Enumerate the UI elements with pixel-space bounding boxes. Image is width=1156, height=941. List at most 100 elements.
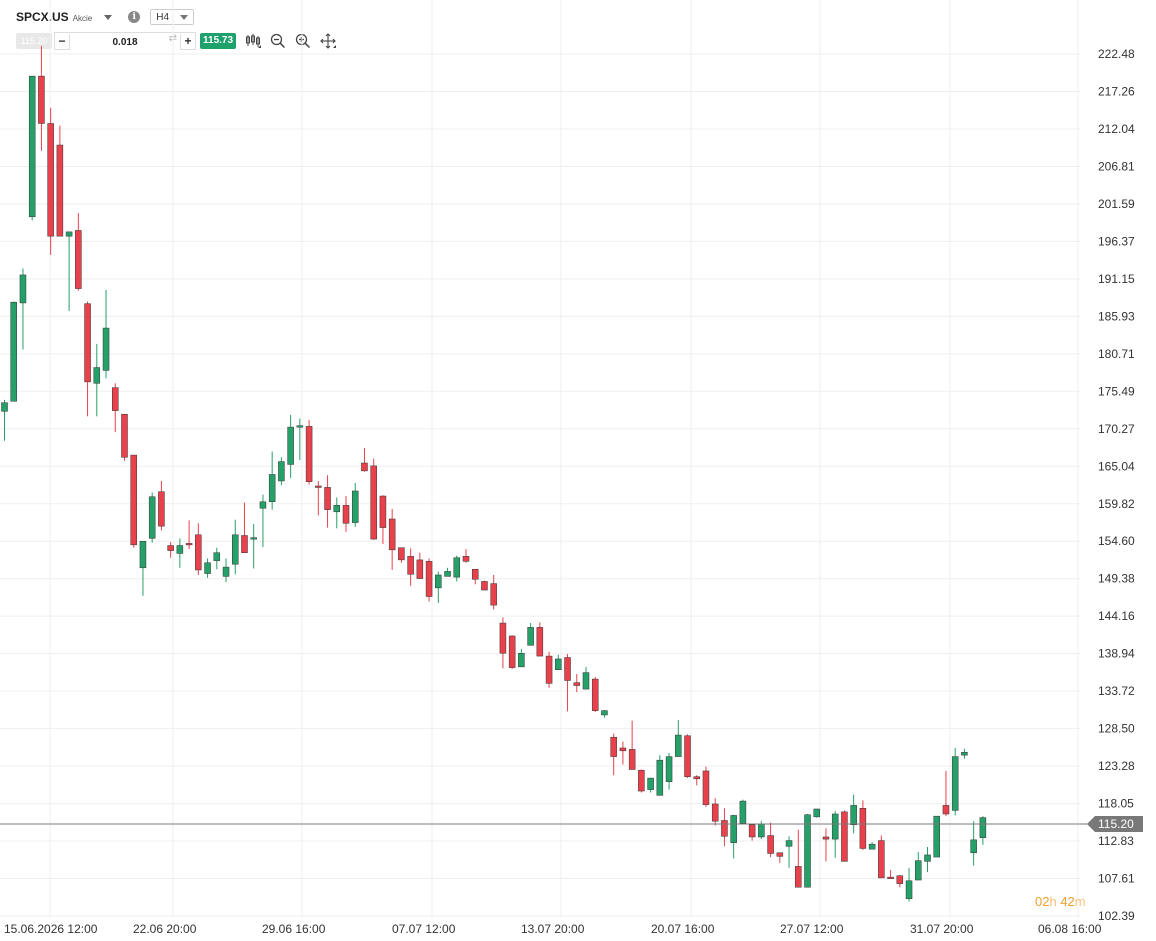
buy-price-button[interactable]: 115.73: [200, 33, 237, 49]
price-tick-label: 118.05: [1098, 797, 1134, 811]
candle-body: [887, 876, 894, 879]
candle-body: [721, 820, 728, 837]
candle-body: [545, 655, 553, 684]
symbol-dropdown-chevron-down-icon[interactable]: [104, 14, 113, 20]
candle: [471, 568, 479, 585]
candle-body: [361, 462, 368, 472]
price-tick-label: 196.37: [1098, 234, 1135, 248]
candle-body: [1, 402, 8, 412]
candle: [564, 653, 571, 712]
candle-body: [195, 534, 202, 571]
candle: [370, 458, 377, 540]
candle: [93, 343, 101, 417]
sell-price-button[interactable]: 115.20: [16, 33, 52, 49]
candle: [112, 383, 119, 433]
candle: [222, 558, 230, 583]
candle-body: [158, 491, 165, 527]
candle-body: [28, 75, 36, 218]
candle: [75, 213, 82, 291]
volume-input[interactable]: [69, 34, 181, 51]
volume-increase-button[interactable]: +: [184, 34, 192, 48]
candle: [656, 755, 664, 796]
candle: [545, 651, 553, 688]
candle: [748, 824, 756, 841]
candle: [259, 494, 267, 547]
candle-body: [407, 556, 414, 575]
candles-type-icon[interactable]: [245, 33, 262, 49]
candle: [315, 480, 322, 516]
candle-body: [518, 652, 525, 668]
candle-body: [684, 735, 691, 777]
candle: [638, 769, 645, 793]
candle: [379, 495, 387, 545]
candle-body: [10, 301, 17, 402]
candle-body: [490, 583, 497, 606]
candle: [841, 810, 848, 862]
candle-body: [915, 860, 922, 881]
candle-body: [822, 836, 830, 840]
candle: [121, 413, 128, 461]
candle: [19, 268, 27, 350]
price-tick-label: 149.38: [1098, 572, 1135, 586]
candle-body: [730, 815, 737, 843]
crosshair-move-icon[interactable]: [320, 33, 337, 49]
volume-decrease-button[interactable]: −: [58, 34, 66, 48]
candle-body: [250, 537, 257, 540]
price-tick-label: 170.27: [1098, 422, 1135, 436]
symbol-name[interactable]: SPCX.US: [16, 10, 69, 24]
time-axis[interactable]: 15.06.2026 12:00 22.06 20:00 29.06 16:00 07…: [4, 922, 1102, 936]
candle-body: [785, 840, 793, 847]
candle: [213, 547, 221, 570]
candle-body: [711, 803, 719, 822]
candle-body: [675, 734, 682, 757]
candle: [158, 480, 165, 531]
timeframe-select[interactable]: H4: [150, 9, 195, 25]
candle: [684, 734, 691, 779]
candle: [333, 497, 341, 529]
candle: [628, 720, 636, 770]
candle-body: [638, 769, 645, 792]
zoom-out-icon[interactable]: [270, 33, 286, 49]
candle: [896, 875, 904, 888]
candle: [591, 676, 599, 713]
candle-body: [942, 805, 950, 815]
candle-body: [416, 559, 424, 579]
candle-body: [573, 682, 581, 686]
countdown-hours-unit: h: [1049, 894, 1057, 909]
candle: [176, 538, 184, 568]
candle: [388, 508, 396, 570]
candle: [555, 654, 562, 670]
candle: [499, 617, 507, 669]
candle: [435, 571, 442, 603]
candle-body: [56, 144, 64, 237]
price-marker-tag: [1087, 816, 1143, 833]
price-axis[interactable]: 222.48 217.26 212.04 206.81 201.59 196.37 191.…: [1098, 47, 1135, 923]
price-tick-label: 217.26: [1098, 84, 1135, 98]
candle: [185, 520, 193, 550]
info-icon[interactable]: i: [128, 11, 141, 23]
candle: [167, 541, 174, 558]
candle-body: [47, 123, 54, 237]
candle: [868, 841, 876, 850]
candle: [47, 107, 54, 255]
timeframe-value: H4: [156, 11, 170, 23]
candle: [776, 852, 784, 863]
candle: [859, 800, 867, 850]
candle: [268, 451, 276, 510]
candle: [232, 519, 239, 575]
candle: [508, 635, 516, 670]
time-tick-label: 07.07 12:00: [392, 922, 456, 936]
candle: [804, 814, 811, 888]
price-tick-label: 165.04: [1098, 459, 1135, 473]
candle-body: [702, 770, 710, 805]
candle-body: [961, 752, 968, 756]
candle-body: [185, 543, 193, 546]
time-tick-label: 13.07 20:00: [521, 922, 585, 936]
candle-body: [776, 852, 784, 857]
candle-body: [878, 840, 885, 879]
candle-body: [241, 535, 248, 553]
candle: [795, 829, 802, 888]
candle-body: [351, 490, 359, 523]
candle-body: [425, 561, 433, 597]
